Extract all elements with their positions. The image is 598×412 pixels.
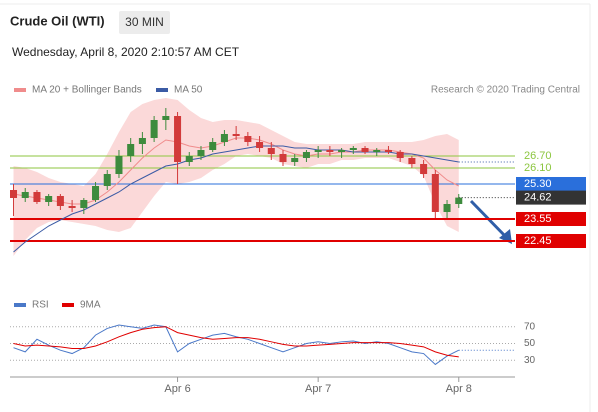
- ma-line: [13, 145, 459, 253]
- title: Crude Oil (WTI): [10, 13, 105, 28]
- candle-body: [384, 150, 392, 152]
- legend-swatch: [14, 303, 26, 307]
- candle-body: [373, 150, 381, 152]
- candle-body: [244, 136, 252, 142]
- candle-body: [279, 154, 287, 162]
- legend-label: MA 50: [174, 85, 203, 96]
- candle-body: [21, 192, 29, 198]
- level-label: 23.55: [524, 213, 552, 225]
- candle-body: [396, 152, 404, 158]
- level-box: [516, 177, 586, 191]
- candle-body: [291, 158, 299, 162]
- candle-body: [220, 134, 228, 142]
- candle-body: [45, 196, 53, 202]
- y-tick-label: 50: [524, 338, 536, 349]
- legend-label: RSI: [32, 300, 49, 311]
- indicator-line: [13, 324, 459, 366]
- legend-label: MA 20 + Bollinger Bands: [32, 85, 142, 96]
- candle-body: [103, 174, 111, 186]
- candle-body: [115, 156, 123, 174]
- candle-body: [431, 174, 439, 212]
- candle-body: [80, 200, 88, 208]
- level-label: 26.10: [524, 162, 552, 174]
- interval: 30 MIN: [125, 15, 164, 29]
- candle-body: [33, 192, 41, 202]
- candle-body: [338, 150, 346, 152]
- candle-body: [349, 148, 357, 150]
- candle-body: [174, 116, 182, 162]
- candle-body: [92, 186, 100, 200]
- legend-swatch: [14, 88, 26, 92]
- x-tick-label: Apr 8: [446, 383, 472, 395]
- level-label: 25.30: [524, 178, 552, 190]
- candle-body: [197, 150, 205, 156]
- candle-body: [302, 152, 310, 158]
- candle-body: [150, 120, 158, 138]
- x-tick-label: Apr 6: [164, 383, 190, 395]
- candle-body: [455, 197, 463, 204]
- candle-body: [185, 156, 193, 162]
- level-box: [516, 234, 586, 248]
- bollinger-band: [13, 98, 459, 256]
- candle-body: [408, 158, 416, 164]
- candle-body: [68, 206, 76, 208]
- legend-swatch: [156, 88, 168, 92]
- candle-body: [10, 190, 18, 198]
- candle-body: [314, 150, 322, 152]
- indicator-line: [13, 326, 459, 358]
- candle-body: [443, 204, 451, 212]
- candle-body: [232, 134, 240, 136]
- candle-body: [256, 142, 264, 148]
- legend-label: 9MA: [80, 300, 101, 311]
- candle-body: [127, 144, 135, 156]
- candle-body: [138, 138, 146, 144]
- level-label: 24.62: [524, 192, 552, 204]
- candle-body: [56, 196, 64, 206]
- legend-swatch: [62, 303, 74, 307]
- y-tick-label: 70: [524, 321, 536, 332]
- y-tick-label: 30: [524, 355, 536, 366]
- level-box: [516, 212, 586, 226]
- level-label: 22.45: [524, 235, 552, 247]
- candle-body: [162, 116, 170, 120]
- candle-body: [326, 150, 334, 152]
- x-tick-label: Apr 7: [305, 383, 331, 395]
- level-label: 26.70: [524, 150, 552, 162]
- candle-body: [267, 148, 275, 154]
- candle-body: [361, 148, 369, 152]
- candle-body: [420, 164, 428, 174]
- timestamp: Wednesday, April 8, 2020 2:10:57 AM CET: [12, 45, 240, 59]
- interval-badge: [119, 11, 170, 34]
- candle-body: [209, 142, 217, 150]
- source: Research © 2020 Trading Central: [431, 85, 580, 96]
- level-box: [516, 190, 586, 205]
